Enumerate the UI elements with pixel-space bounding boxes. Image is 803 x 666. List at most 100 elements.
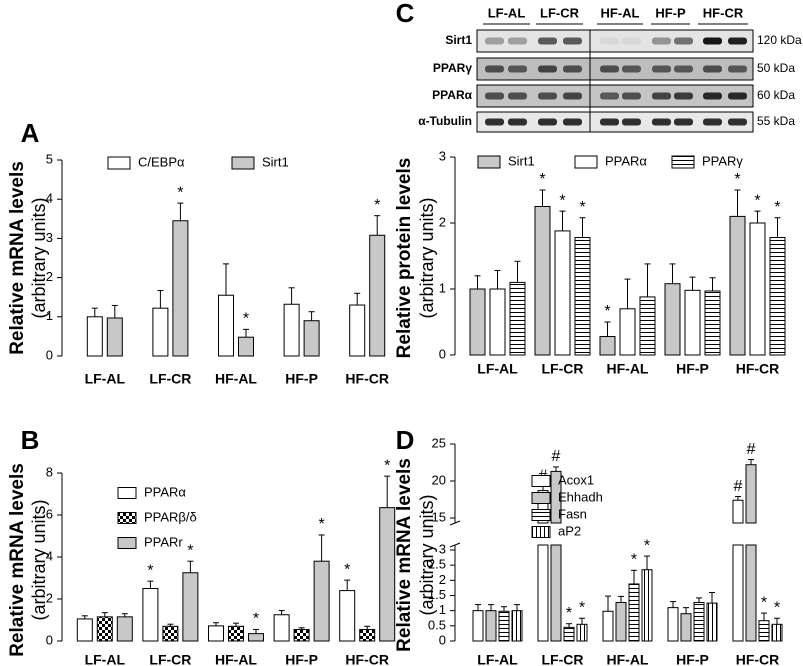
legend-label: PPARα bbox=[144, 484, 186, 499]
blot-band bbox=[485, 92, 504, 100]
bar bbox=[667, 607, 679, 642]
blot-band bbox=[703, 37, 722, 45]
x-tick-label: HF-P bbox=[676, 361, 709, 377]
legend-swatch bbox=[531, 526, 551, 538]
significance-mark: # bbox=[552, 448, 561, 465]
blot-band bbox=[508, 65, 527, 73]
legend-swatch bbox=[117, 487, 137, 499]
y-tick-label: 3 bbox=[439, 541, 446, 556]
legend-swatch bbox=[574, 155, 598, 169]
legend-swatch bbox=[671, 155, 695, 169]
y-tick-label: 25 bbox=[432, 435, 446, 450]
bar-upper bbox=[745, 464, 757, 524]
legend-swatch bbox=[531, 509, 551, 521]
bar bbox=[96, 616, 113, 642]
x-tick-label: LF-AL bbox=[85, 371, 126, 387]
blot-band bbox=[600, 118, 619, 126]
bar bbox=[152, 307, 169, 357]
legend-label: Acox1 bbox=[558, 472, 594, 487]
blot-band bbox=[538, 65, 557, 73]
y-tick-label: 15 bbox=[432, 509, 446, 524]
bar bbox=[248, 633, 264, 642]
blot-band bbox=[703, 65, 722, 73]
blot-band bbox=[728, 92, 747, 100]
bar bbox=[615, 601, 627, 642]
blot-band bbox=[508, 118, 527, 126]
blot-band bbox=[622, 37, 641, 45]
bar bbox=[369, 234, 386, 357]
y-tick-label: 4 bbox=[46, 191, 53, 206]
legend-swatch bbox=[117, 512, 137, 524]
blot-band bbox=[485, 118, 504, 126]
bar bbox=[619, 308, 636, 356]
blot-band bbox=[538, 37, 557, 45]
y-tick-label: 1 bbox=[46, 308, 53, 323]
bar bbox=[628, 583, 640, 642]
bar bbox=[86, 316, 103, 357]
bar bbox=[293, 628, 310, 642]
legend-swatch bbox=[531, 492, 551, 504]
blot-band bbox=[538, 118, 557, 126]
bar bbox=[602, 610, 614, 642]
blot-band bbox=[652, 65, 671, 73]
blot-size-label: 50 kDa bbox=[757, 61, 795, 75]
significance-mark: * bbox=[318, 516, 324, 533]
bar bbox=[228, 625, 244, 642]
x-tick-label: LF-AL bbox=[477, 652, 518, 666]
y-tick-label: 2 bbox=[46, 269, 53, 284]
x-tick-label: HF-CR bbox=[345, 652, 389, 666]
bar bbox=[273, 614, 290, 642]
bar bbox=[208, 625, 224, 642]
bar bbox=[489, 288, 506, 356]
significance-mark: * bbox=[559, 192, 565, 209]
x-tick-label: LF-CR bbox=[149, 371, 191, 387]
bar bbox=[218, 294, 234, 357]
bar bbox=[162, 625, 179, 642]
y-tick-label: 3 bbox=[46, 230, 53, 245]
y-tick-label: 4 bbox=[46, 548, 53, 563]
bar bbox=[283, 303, 300, 357]
y-tick-label: 0 bbox=[439, 632, 446, 647]
blot-band bbox=[485, 37, 504, 45]
significance-mark: * bbox=[644, 537, 650, 554]
y-axis-title: Relative mRNA levels bbox=[7, 463, 28, 657]
significance-mark: * bbox=[761, 594, 767, 611]
panel-letter: C bbox=[396, 0, 415, 28]
blot-band bbox=[600, 37, 619, 45]
blot-band bbox=[674, 65, 693, 73]
x-tick-label: HF-AL bbox=[607, 652, 649, 666]
y-tick-label: 1 bbox=[439, 280, 446, 295]
y-tick-label: 2.5 bbox=[428, 557, 446, 572]
significance-mark: * bbox=[177, 184, 183, 201]
bar bbox=[758, 620, 770, 642]
blot-band bbox=[538, 92, 557, 100]
bar bbox=[769, 237, 786, 356]
y-axis-units: (arbitrary units) bbox=[417, 494, 437, 615]
y-tick-label: 20 bbox=[432, 472, 446, 487]
y-axis-title: Relative mRNA levels bbox=[394, 458, 415, 652]
legend-swatch bbox=[231, 156, 255, 170]
blot-band bbox=[622, 65, 641, 73]
significance-mark: * bbox=[631, 552, 637, 569]
blot-band bbox=[622, 92, 641, 100]
axis-break bbox=[449, 542, 461, 548]
bar bbox=[472, 610, 484, 642]
significance-mark: * bbox=[187, 542, 193, 559]
panel-letter: A bbox=[21, 118, 40, 148]
bar bbox=[116, 616, 133, 642]
x-tick-label: LF-AL bbox=[477, 361, 518, 377]
legend-label: PPARβ/δ bbox=[144, 509, 197, 524]
bar bbox=[349, 304, 366, 357]
x-tick-label: HF-AL bbox=[215, 652, 257, 666]
bar bbox=[706, 602, 718, 642]
bar bbox=[745, 544, 757, 642]
blot-band bbox=[508, 37, 527, 45]
y-axis-units: (arbitrary units) bbox=[29, 197, 49, 318]
bar bbox=[704, 290, 721, 356]
western-blot bbox=[476, 29, 754, 133]
y-tick-label: 0 bbox=[46, 632, 53, 647]
bar bbox=[732, 544, 744, 642]
significance-mark: * bbox=[344, 561, 350, 578]
x-tick-label: HF-P bbox=[676, 652, 709, 666]
x-tick-label: HF-AL bbox=[215, 371, 257, 387]
